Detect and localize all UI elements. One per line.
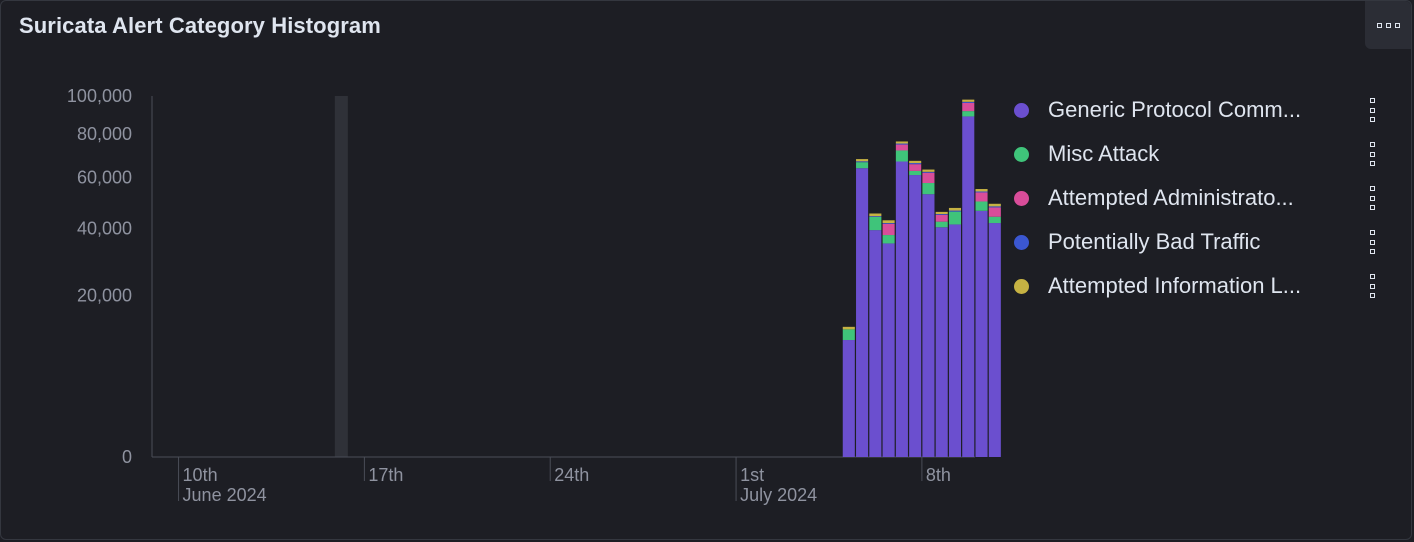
bar-segment bbox=[988, 206, 1001, 208]
x-tick-label: 10th bbox=[183, 465, 218, 485]
bar-segment bbox=[882, 223, 895, 224]
highlight-band bbox=[334, 96, 348, 457]
y-tick-label: 60,000 bbox=[77, 167, 132, 187]
vertical-dots-icon[interactable] bbox=[1366, 98, 1378, 122]
legend-item-attempted-admin[interactable]: Attempted Administrato... bbox=[1012, 176, 1404, 220]
bar-segment bbox=[935, 227, 948, 457]
bar-segment bbox=[922, 172, 935, 184]
chart-legend: Generic Protocol Comm... Misc Attack Att… bbox=[1012, 88, 1404, 308]
bar-segment bbox=[922, 169, 935, 172]
vertical-dots-icon[interactable] bbox=[1366, 142, 1378, 166]
bar-segment bbox=[975, 191, 988, 193]
y-tick-label: 100,000 bbox=[67, 86, 132, 106]
x-tick-label: 17th bbox=[368, 465, 403, 485]
y-tick-label: 40,000 bbox=[77, 219, 132, 239]
bar-segment bbox=[869, 216, 882, 231]
bar-segment bbox=[882, 223, 895, 236]
bar-segment bbox=[856, 162, 869, 169]
bar-segment bbox=[962, 99, 975, 102]
legend-color-dot bbox=[1014, 146, 1029, 162]
legend-color-dot bbox=[1014, 234, 1029, 250]
three-dots-horizontal-icon bbox=[1376, 22, 1400, 28]
legend-color-dot bbox=[1014, 190, 1029, 206]
bar-segment bbox=[895, 141, 908, 144]
bar-segment bbox=[856, 159, 869, 162]
bar-segment bbox=[882, 235, 895, 244]
bar-segment bbox=[975, 201, 988, 211]
bar-segment bbox=[909, 170, 922, 176]
legend-item-generic-protocol[interactable]: Generic Protocol Comm... bbox=[1012, 88, 1404, 132]
legend-item-attempted-info-leak[interactable]: Attempted Information L... bbox=[1012, 264, 1404, 308]
bar-segment bbox=[895, 161, 908, 457]
bar-segment bbox=[948, 211, 962, 225]
bar-segment bbox=[988, 223, 1001, 457]
bar-segment bbox=[935, 214, 948, 222]
bar-segment bbox=[922, 171, 935, 173]
bar-segment bbox=[842, 340, 855, 457]
bar-segment bbox=[922, 194, 935, 457]
bar-segment bbox=[988, 207, 1001, 217]
bar-segment bbox=[948, 207, 962, 211]
bar-segment bbox=[988, 216, 1001, 224]
vertical-dots-icon[interactable] bbox=[1366, 274, 1378, 298]
legend-color-dot bbox=[1014, 278, 1029, 294]
bar-segment bbox=[882, 220, 895, 224]
panel-title: Suricata Alert Category Histogram bbox=[19, 13, 381, 38]
bar-segment bbox=[948, 224, 962, 457]
bar-segment bbox=[909, 163, 922, 165]
bar-segment bbox=[975, 210, 988, 457]
x-tick-sublabel: July 2024 bbox=[740, 485, 817, 505]
legend-label: Attempted Administrato... bbox=[1048, 185, 1294, 210]
bar-segment bbox=[975, 189, 988, 192]
bar-segment bbox=[869, 213, 882, 217]
legend-color-dot bbox=[1014, 102, 1029, 118]
bar-segment bbox=[882, 243, 895, 457]
bar-segment bbox=[935, 221, 948, 228]
bar-segment bbox=[869, 230, 882, 457]
bar-segment bbox=[962, 101, 975, 103]
legend-label: Potentially Bad Traffic bbox=[1048, 229, 1261, 254]
x-tick-sublabel: June 2024 bbox=[183, 485, 267, 505]
bar-segment bbox=[842, 329, 855, 341]
x-tick-label: 1st bbox=[740, 465, 764, 485]
bar-segment bbox=[962, 111, 975, 117]
bar-segment bbox=[948, 210, 962, 212]
x-tick-label: 24th bbox=[554, 465, 589, 485]
bar-segment bbox=[975, 192, 988, 202]
bar-segment bbox=[909, 160, 922, 164]
bar-segment bbox=[962, 102, 975, 112]
bar-segment bbox=[842, 326, 855, 330]
x-tick-label: 8th bbox=[926, 465, 951, 485]
bar-segment bbox=[935, 211, 948, 215]
y-tick-label: 20,000 bbox=[77, 286, 132, 306]
legend-label: Generic Protocol Comm... bbox=[1048, 97, 1302, 122]
legend-item-misc-attack[interactable]: Misc Attack bbox=[1012, 132, 1404, 176]
vertical-dots-icon[interactable] bbox=[1366, 186, 1378, 210]
legend-label: Misc Attack bbox=[1048, 141, 1160, 166]
vertical-dots-icon[interactable] bbox=[1366, 230, 1378, 254]
legend-item-potentially-bad-traffic[interactable]: Potentially Bad Traffic bbox=[1012, 220, 1404, 264]
bar-segment bbox=[909, 164, 922, 171]
bar-segment bbox=[895, 150, 908, 162]
bar-segment bbox=[856, 161, 869, 163]
bar-segment bbox=[988, 203, 1001, 207]
bar-segment bbox=[909, 175, 922, 457]
y-tick-label: 0 bbox=[122, 447, 132, 467]
panel-options-button[interactable] bbox=[1365, 1, 1411, 49]
bar-segment bbox=[895, 144, 908, 151]
legend-label: Attempted Information L... bbox=[1048, 273, 1302, 298]
bar-segment bbox=[922, 183, 935, 195]
y-tick-label: 80,000 bbox=[77, 124, 132, 144]
bar-segment bbox=[856, 168, 869, 457]
bar-segment bbox=[869, 216, 882, 217]
bar-segment bbox=[935, 214, 948, 215]
bar-segment bbox=[895, 143, 908, 145]
bar-segment bbox=[962, 116, 975, 457]
